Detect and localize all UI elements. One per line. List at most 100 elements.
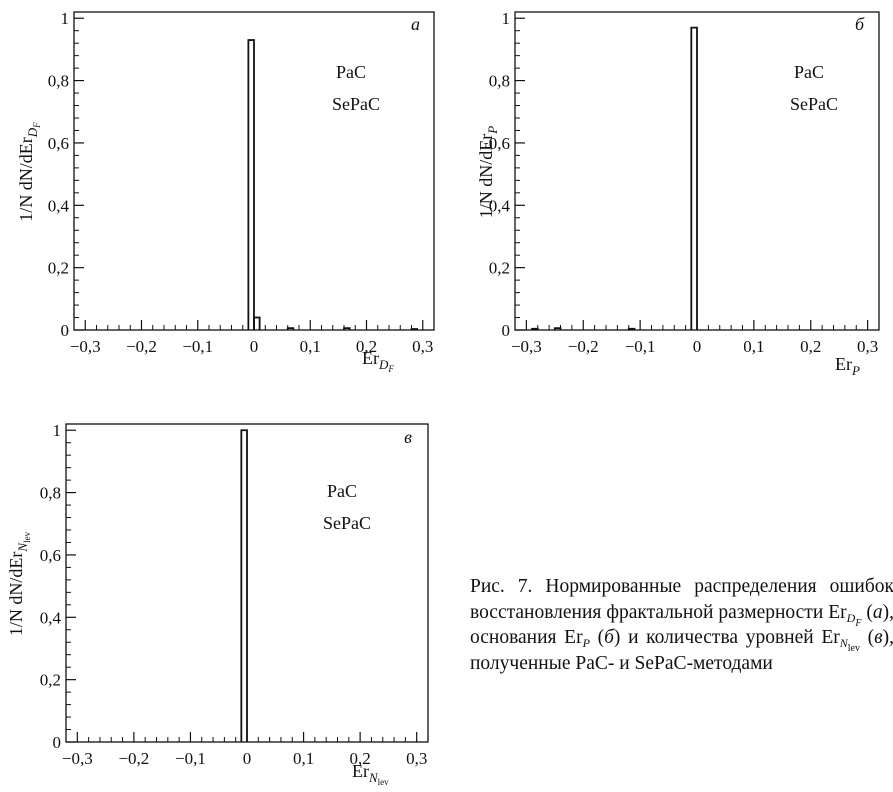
x-tick-label: −0,1 [625,337,656,356]
x-tick-label: 0,1 [300,337,321,356]
x-tick-label: 0,3 [406,749,427,768]
y-tick-label: 0,8 [40,484,61,503]
y-axis-label: 1/N dN/dErDF [16,122,42,222]
x-tick-label: −0,2 [126,337,157,356]
legend-entry-pac: PaC [794,62,824,82]
histogram-bin [247,39,255,330]
x-axis-label-main: Er [352,761,369,781]
x-axis-label-main: Er [362,348,379,368]
y-axis-label-main: 1/N dN/dEr [476,134,496,219]
caption-text-4: ( [597,627,605,648]
x-tick-label: −0,3 [70,337,101,356]
caption-letter-c: в [874,627,883,648]
x-axis-label-main: Er [835,354,852,374]
y-axis-label-subsub: F [32,122,42,129]
y-axis-label-sub: P [485,126,500,135]
x-tick-label: −0,2 [568,337,599,356]
x-tick-label: 0 [250,337,259,356]
legend-entry-pac: PaC [336,62,366,82]
legend-entry-sepac: SePaC [332,94,380,114]
x-tick-label: 0,3 [857,337,878,356]
caption-subsub-3: lev [847,643,860,654]
caption-sub-3: N [839,636,848,650]
y-tick-label: 0,6 [48,134,69,153]
x-tick-label: −0,3 [511,337,542,356]
x-tick-label: 0,2 [356,337,377,356]
histogram-bin [553,327,562,330]
chart-panel-3: 0 0,2 0,4 0,6 0,8 1 −0,3 −0,2 −0,1 0 0,1 0,2 0,3 в PaC… [6,421,429,787]
x-axis-label: ErNlev [352,761,389,787]
x-tick-label: 0,1 [293,749,314,768]
x-tick-label: −0,2 [118,749,149,768]
x-axis-label-sub: N [368,770,379,785]
y-axis-label-sub: N [15,542,30,553]
x-tick-label: −0,1 [182,337,213,356]
panel-letter: б [855,14,865,34]
y-axis-label-main: 1/N dN/dEr [6,552,26,637]
panel-letter: а [411,14,420,34]
caption-text-7: ), полученные PaC- и SePaC-методами [470,627,893,674]
y-tick-label: 0,2 [48,259,69,278]
caption-text-5: ) и количества уровней Er [613,627,840,648]
caption-letter-b: б [604,627,614,648]
y-tick-label: 0,8 [489,72,510,91]
x-axis-label: ErDF [362,348,394,374]
x-tick-label: 0,3 [412,337,433,356]
y-tick-label: 0,2 [489,259,510,278]
x-axis-label: ErP [835,354,860,378]
figure-caption: Рис. 7. Нормированные распределения ошиб… [470,574,893,676]
caption-sub-1: D [846,610,856,625]
histogram-bin [240,429,248,742]
y-tick-label: 0,6 [40,546,61,565]
y-tick-label: 0,8 [48,72,69,91]
caption-subsub-1: F [855,617,862,629]
y-tick-label: 0,2 [40,671,61,690]
y-tick-label: 0 [61,321,70,340]
x-tick-label: −0,3 [62,749,93,768]
caption-letter-a: а [872,601,883,623]
x-tick-label: 0 [243,749,252,768]
histogram-bin [410,328,419,330]
y-tick-label: 0 [502,321,511,340]
caption-text-1: Рис. 7. Нормированные распределения ошиб… [470,576,893,623]
histogram-bin [343,327,351,330]
y-tick-label: 1 [53,421,62,440]
legend-entry-sepac: SePaC [323,513,371,533]
x-tick-label: 0 [693,337,702,356]
x-tick-label: −0,1 [175,749,206,768]
caption-text-6: ( [867,627,875,648]
y-tick-label: 1 [502,9,511,28]
x-axis-label-subsub: lev [378,777,389,787]
histogram-bin [286,327,295,330]
chart-panel-2: 0 0,2 0,4 0,6 0,8 1 −0,3 −0,2 −0,1 0 0,1 0,2 0,3 б PaC… [476,9,880,378]
panel-letter: в [404,427,412,447]
histogram-bin [627,327,636,330]
y-tick-label: 1 [61,9,70,28]
y-tick-label: 0,6 [489,134,510,153]
x-axis-label-sub: P [851,363,860,378]
y-tick-label: 0,4 [40,608,62,627]
y-tick-label: 0,4 [48,196,70,215]
y-axis-label: 1/N dN/dErP [476,126,500,219]
y-axis-label-main: 1/N dN/dEr [16,137,36,222]
x-axis-label-subsub: F [387,364,394,374]
histogram-bin [690,26,698,330]
x-tick-label: 0,2 [350,749,371,768]
caption-text-2: ( [866,601,873,623]
y-axis-label-subsub: lev [22,531,32,542]
x-axis-label-sub: D [378,357,389,372]
legend-entry-sepac: SePaC [790,94,838,114]
legend-entry-pac: PaC [327,481,357,501]
y-axis-label-sub: D [25,127,40,138]
x-tick-label: 0,1 [743,337,764,356]
x-tick-label: 0,2 [800,337,821,356]
caption-sub-2: P [582,636,590,650]
chart-panel-1: 0 0,2 0,4 0,6 0,8 1 −0,3 −0,2 −0,1 0 0,1 0,2 0,3 а PaC… [16,9,435,374]
y-tick-label: 0 [53,733,62,752]
histogram-bin [253,316,261,330]
caption-text-3: ), основания Er [470,601,893,649]
y-axis-label: 1/N dN/dErNlev [6,531,32,636]
y-tick-label: 0,4 [489,196,511,215]
histogram-bin [531,327,539,330]
